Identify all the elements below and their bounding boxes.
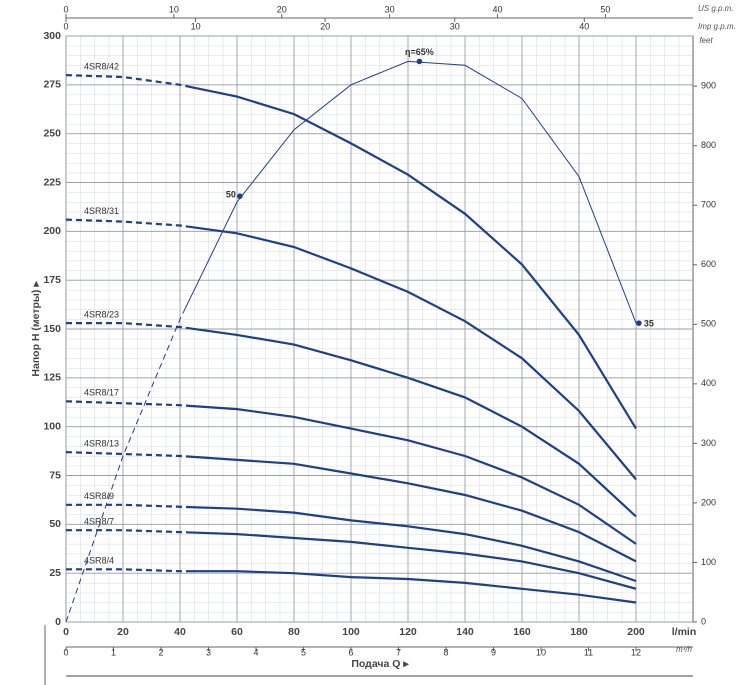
us-tick-label: 30 <box>385 4 395 14</box>
series-label: 4SR8/42 <box>84 61 119 71</box>
y-tick-label: 50 <box>49 518 61 530</box>
efficiency-label: 35 <box>644 319 654 329</box>
y-tick-label: 225 <box>43 176 61 188</box>
m3h-tick-label: 4 <box>253 647 258 657</box>
x-tick-label: 60 <box>231 626 243 638</box>
feet-tick-label: 300 <box>701 438 716 448</box>
feet-tick-label: 100 <box>701 557 716 567</box>
x-tick-label: 120 <box>399 626 417 638</box>
us-tick-label: 0 <box>63 4 68 14</box>
m3h-unit: m³/h <box>676 645 693 654</box>
us-tick-label: 40 <box>493 4 503 14</box>
m3h-tick-label: 5 <box>301 647 306 657</box>
m3h-tick-label: 12 <box>631 647 641 657</box>
x-unit: l/min <box>672 626 697 638</box>
y-tick-label: 150 <box>43 323 61 335</box>
m3h-tick-label: 3 <box>206 647 211 657</box>
curve <box>65 74 637 430</box>
imp-unit: Imp g.p.m. <box>698 22 736 31</box>
x-axis-label: Подача Q ▸ <box>351 658 409 670</box>
imp-tick-label: 10 <box>191 21 201 31</box>
y-tick-label: 75 <box>49 469 61 481</box>
m3h-tick-label: 6 <box>348 647 353 657</box>
imp-tick-label: 20 <box>320 21 330 31</box>
series-label: 4SR8/23 <box>84 310 119 320</box>
x-tick-label: 0 <box>63 626 69 638</box>
y-tick-label: 175 <box>43 274 61 286</box>
curve <box>65 451 637 563</box>
series-label: 4SR8/7 <box>84 517 114 527</box>
curve <box>66 322 637 518</box>
series-label: 4SR8/13 <box>84 438 119 448</box>
feet-tick-label: 600 <box>701 259 716 269</box>
imp-tick-label: 40 <box>579 21 589 31</box>
y-tick-label: 125 <box>43 372 61 384</box>
m3h-tick-label: 0 <box>63 647 68 657</box>
m3h-tick-label: 9 <box>491 647 496 657</box>
imp-tick-label: 30 <box>450 21 460 31</box>
y-tick-label: 25 <box>49 567 61 579</box>
efficiency-point <box>416 58 423 65</box>
x-tick-label: 160 <box>513 626 531 638</box>
feet-unit: feet <box>699 36 713 45</box>
m3h-tick-label: 10 <box>536 647 546 657</box>
x-tick-label: 20 <box>117 626 129 638</box>
curve <box>65 400 637 545</box>
efficiency-label: η=65% <box>405 47 434 57</box>
x-tick-label: 100 <box>342 626 360 638</box>
efficiency-point <box>237 193 243 199</box>
efficiency-point <box>636 320 642 326</box>
efficiency-label: 50 <box>226 190 236 200</box>
y-tick-label: 250 <box>43 127 61 139</box>
feet-tick-label: 800 <box>701 140 716 150</box>
us-unit: US g.p.m. <box>698 4 734 13</box>
x-tick-label: 80 <box>288 626 300 638</box>
y-tick-label: 100 <box>43 420 61 432</box>
us-tick-label: 10 <box>169 4 179 14</box>
imp-tick-label: 0 <box>63 21 68 31</box>
m3h-tick-label: 8 <box>443 647 448 657</box>
y-tick-label: 300 <box>43 30 61 42</box>
y-tick-label: 200 <box>43 225 61 237</box>
m3h-tick-label: 2 <box>158 647 163 657</box>
m3h-tick-label: 1 <box>111 647 116 657</box>
m3h-tick-label: 7 <box>396 647 401 657</box>
x-tick-label: 140 <box>456 626 474 638</box>
curve <box>66 568 637 604</box>
us-tick-label: 50 <box>600 4 610 14</box>
y-tick-label: 0 <box>55 616 61 628</box>
series-label: 4SR8/9 <box>84 491 114 501</box>
us-tick-label: 20 <box>277 4 287 14</box>
x-tick-label: 180 <box>570 626 588 638</box>
m3h-tick-label: 11 <box>584 647 593 657</box>
x-tick-label: 200 <box>627 626 645 638</box>
feet-tick-label: 500 <box>701 319 716 329</box>
feet-tick-label: 700 <box>701 200 716 210</box>
feet-tick-label: 900 <box>701 81 716 91</box>
y-axis-label: Напор H (метры) ▸ <box>30 281 42 377</box>
curve <box>66 529 637 590</box>
curve <box>65 60 637 623</box>
curve <box>66 503 637 583</box>
feet-tick-label: 200 <box>701 497 716 507</box>
series-label: 4SR8/31 <box>84 206 119 216</box>
curve <box>65 218 637 481</box>
feet-tick-label: 400 <box>701 378 716 388</box>
series-label: 4SR8/4 <box>84 556 114 566</box>
x-tick-label: 40 <box>174 626 186 638</box>
y-tick-label: 275 <box>43 79 61 91</box>
feet-tick-label: 0 <box>701 616 706 626</box>
series-label: 4SR8/17 <box>84 388 119 398</box>
